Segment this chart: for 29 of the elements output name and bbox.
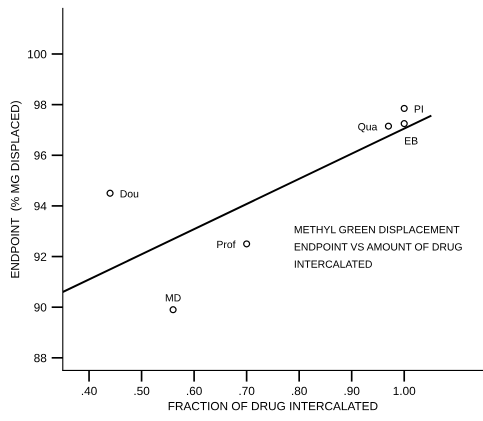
- annotation: EB: [405, 137, 418, 144]
- x-tick-label: 1.00: [394, 386, 416, 396]
- annotation: MD: [166, 294, 181, 302]
- x-tick-label: .40: [82, 386, 97, 396]
- point: [400, 120, 408, 128]
- point: [170, 306, 177, 314]
- x-tick-label: .60: [186, 386, 202, 396]
- annotation: METHYL GREEN DISPLACEMENT ENDPOINT VS AMOUNT OF DRUG INTERCALATED: [294, 226, 462, 268]
- x-axis-title: FRACTION OF DRUG INTERCALATED: [168, 402, 378, 410]
- x-tick-label: .70: [240, 386, 254, 396]
- x-tick-label: .50: [134, 386, 150, 396]
- y-tick-label: 96: [34, 151, 46, 160]
- y-tick-label: 100: [28, 50, 46, 58]
- annotation: Qua: [358, 123, 378, 132]
- annotation: Dou: [120, 190, 138, 198]
- y-tick-label: 98: [34, 100, 46, 110]
- annotation: Prof: [217, 240, 236, 248]
- y-tick-label: 90: [34, 303, 46, 312]
- x-tick-label: .80: [292, 386, 307, 396]
- x-tick-label: .90: [344, 386, 360, 396]
- y-tick-label: 88: [34, 354, 46, 362]
- y-tick-label: 92: [34, 252, 46, 261]
- annotation: PI: [414, 105, 423, 113]
- point: [400, 104, 408, 112]
- point: [106, 190, 114, 197]
- point: [384, 122, 392, 130]
- y-tick-label: 94: [34, 202, 46, 210]
- point: [243, 240, 250, 248]
- y-axis-title: ENDPOINT (% MG DISPLACED): [10, 101, 22, 278]
